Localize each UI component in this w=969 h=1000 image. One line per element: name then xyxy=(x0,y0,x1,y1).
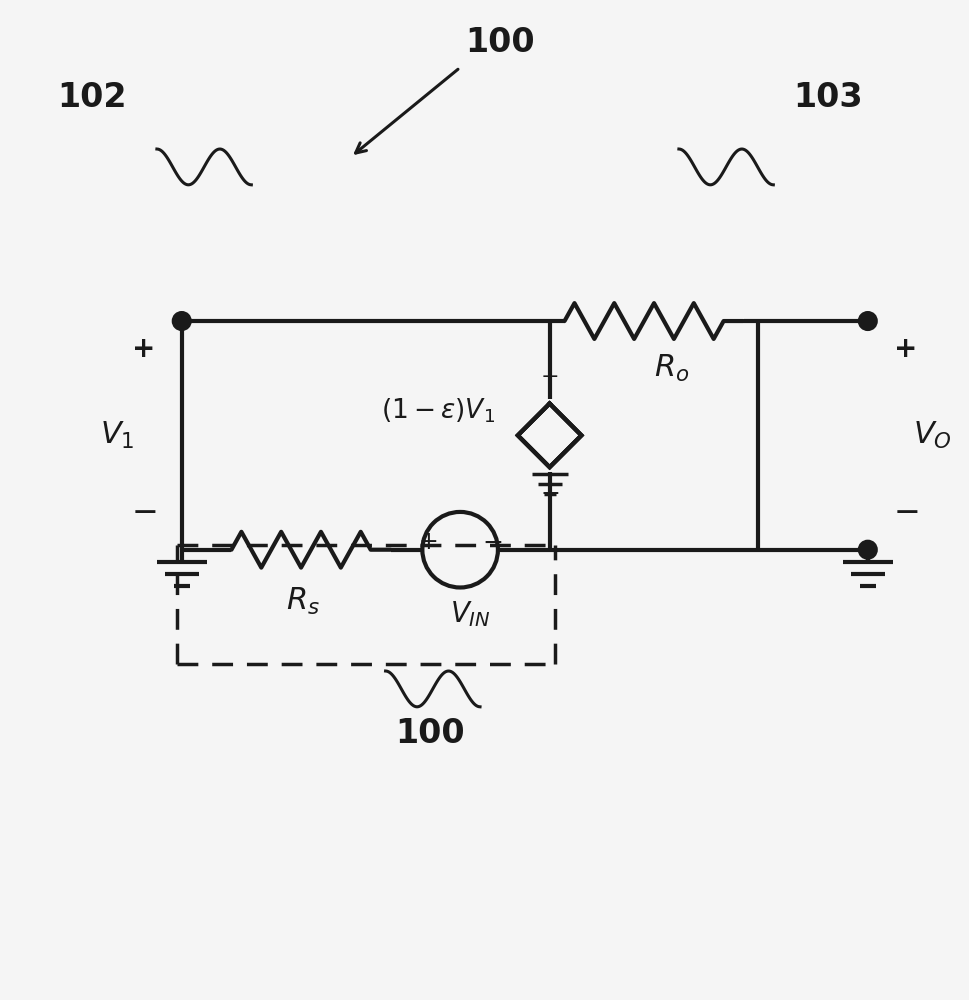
Text: $-$: $-$ xyxy=(482,530,502,554)
Text: $V_1$: $V_1$ xyxy=(100,420,135,451)
Text: $V_{IN}$: $V_{IN}$ xyxy=(450,599,490,629)
Text: $-$: $-$ xyxy=(540,480,559,504)
Text: 102: 102 xyxy=(57,81,127,114)
Text: +: + xyxy=(133,335,156,363)
Text: +: + xyxy=(541,367,559,387)
Text: $-$: $-$ xyxy=(131,496,157,527)
Text: $R_o$: $R_o$ xyxy=(654,353,690,384)
Circle shape xyxy=(860,542,876,558)
Text: $R_s$: $R_s$ xyxy=(286,586,320,617)
Polygon shape xyxy=(517,404,581,467)
Text: +: + xyxy=(893,335,918,363)
Text: 100: 100 xyxy=(395,717,465,750)
Text: $(1-\epsilon)V_1$: $(1-\epsilon)V_1$ xyxy=(381,396,495,425)
Text: $-$: $-$ xyxy=(892,496,919,527)
Circle shape xyxy=(860,313,876,329)
Circle shape xyxy=(173,313,190,329)
Text: $V_O$: $V_O$ xyxy=(913,420,952,451)
Text: +: + xyxy=(419,530,438,554)
Circle shape xyxy=(860,313,876,329)
Circle shape xyxy=(860,542,876,558)
Circle shape xyxy=(173,313,190,329)
Text: 103: 103 xyxy=(794,81,862,114)
Text: 100: 100 xyxy=(465,26,535,59)
